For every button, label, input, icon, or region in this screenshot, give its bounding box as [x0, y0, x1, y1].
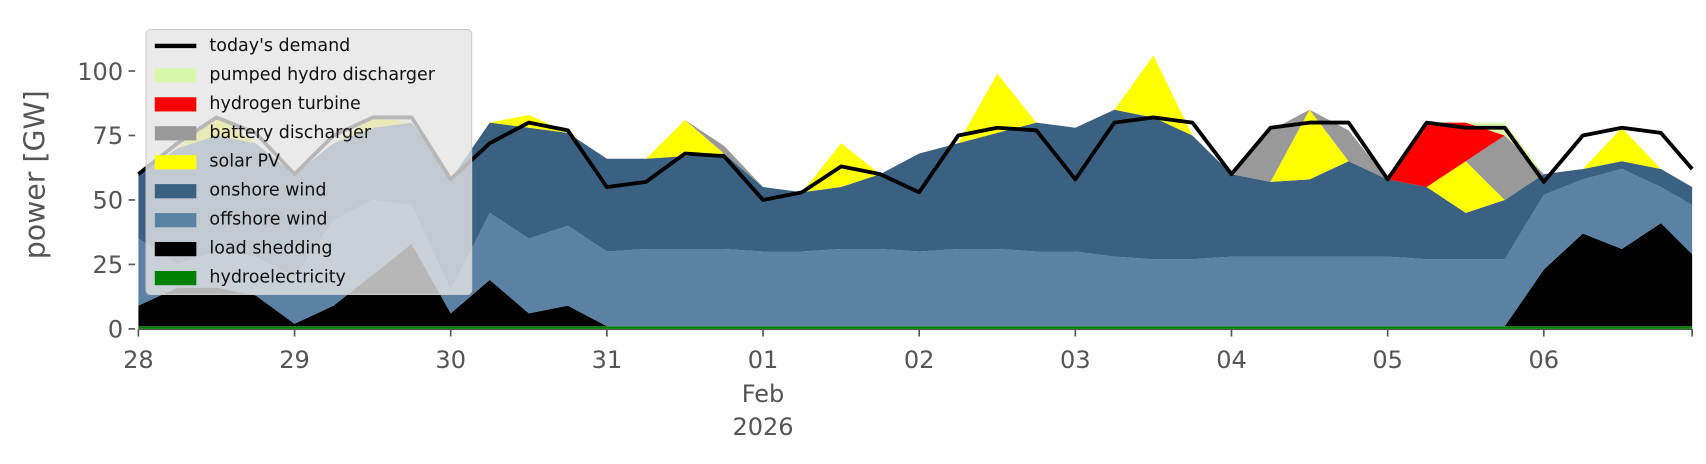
x-tick-label: 31	[592, 346, 623, 374]
y-axis-label: power [GW]	[18, 90, 51, 259]
x-tick-label: 06	[1529, 346, 1560, 374]
x-tick-label: 02	[904, 346, 935, 374]
legend-swatch	[154, 184, 197, 199]
legend-label: onshore wind	[209, 181, 326, 201]
x-tick-label: 01	[748, 346, 779, 374]
y-tick-label: 0	[108, 316, 123, 344]
legend-swatch	[154, 126, 197, 141]
legend-swatch	[154, 270, 197, 286]
area	[138, 55, 1693, 213]
x-tick-label: 30	[435, 346, 466, 374]
legend-swatch	[154, 97, 197, 112]
x-tick-label: 04	[1216, 346, 1247, 374]
legend-label: hydrogen turbine	[209, 94, 360, 114]
y-tick-label: 75	[93, 122, 124, 150]
x-tick-label: 05	[1372, 346, 1403, 374]
y-tick-label: 25	[93, 251, 124, 279]
area	[138, 326, 1693, 329]
legend-swatch	[154, 213, 197, 228]
legend-label: solar PV	[209, 152, 280, 172]
x-tick-label: 29	[279, 346, 310, 374]
legend: today's demand pumped hydro discharger hyd…	[145, 28, 473, 296]
x-tick-label: 03	[1060, 346, 1091, 374]
x-tick-label: 28	[123, 346, 154, 374]
legend-label: battery discharger	[209, 123, 371, 143]
legend-label: hydroelectricity	[209, 268, 345, 288]
y-tick-label: 100	[77, 58, 123, 86]
legend-swatch	[154, 242, 197, 257]
legend-label: today's demand	[209, 36, 350, 56]
axes: 0 25 50 75 100 28 29 30 31 01 Feb 2026 02 03 04 05 06	[77, 58, 1693, 441]
x-tick-sublabel: 2026	[732, 413, 793, 441]
legend-swatch	[154, 68, 197, 83]
x-tick-sublabel: Feb	[742, 380, 785, 408]
legend-label: pumped hydro discharger	[209, 65, 435, 85]
legend-box	[145, 28, 473, 296]
legend-label: load shedding	[209, 239, 332, 259]
area	[138, 109, 1693, 291]
legend-swatch	[154, 155, 197, 170]
y-tick-label: 50	[93, 187, 124, 215]
area	[138, 169, 1693, 327]
area	[138, 223, 1693, 327]
legend-label: offshore wind	[209, 210, 327, 230]
